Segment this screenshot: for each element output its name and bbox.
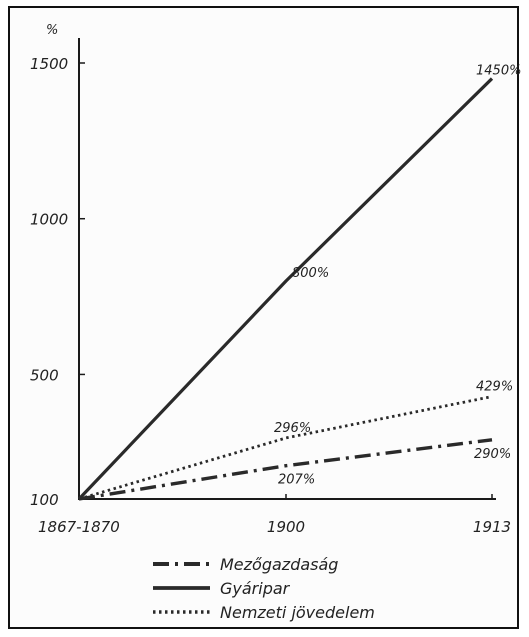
y-tick-label: 500: [30, 366, 59, 384]
chart-frame: % 100 500 1000 1500 1867-1870 1900 1913 207% 29…: [8, 6, 521, 629]
legend-label: Mezőgazdaság: [220, 555, 338, 574]
axis-ticks: 100 500 1000 1500 1867-1870 1900 1913: [30, 55, 511, 536]
data-label: 296%: [274, 421, 311, 436]
data-label: 290%: [474, 447, 511, 462]
x-tick-label: 1913: [473, 518, 511, 536]
data-labels: 207% 290% 800% 1450% 296% 429%: [274, 64, 521, 488]
series-line-2: [78, 395, 493, 501]
legend-label: Gyáripar: [220, 579, 291, 598]
x-tick-label: 1867-1870: [38, 518, 120, 536]
data-label: 429%: [476, 380, 513, 395]
legend-label: Nemzeti jövedelem: [220, 603, 375, 622]
y-tick-label: 100: [30, 491, 59, 509]
series-line-1: [77, 77, 494, 501]
x-tick-label: 1900: [267, 518, 305, 536]
line-chart: % 100 500 1000 1500 1867-1870 1900 1913 207% 29…: [30, 23, 521, 622]
data-label: 1450%: [476, 64, 521, 79]
series-lines: [77, 77, 494, 501]
y-unit-label: %: [46, 23, 58, 38]
series-line-0: [78, 438, 493, 501]
y-tick-label: 1000: [30, 211, 68, 229]
legend: Mezőgazdaság Gyáripar Nemzeti jövedelem: [153, 555, 375, 622]
data-label: 207%: [278, 473, 315, 488]
y-tick-label: 1500: [30, 55, 68, 73]
data-label: 800%: [292, 266, 329, 281]
